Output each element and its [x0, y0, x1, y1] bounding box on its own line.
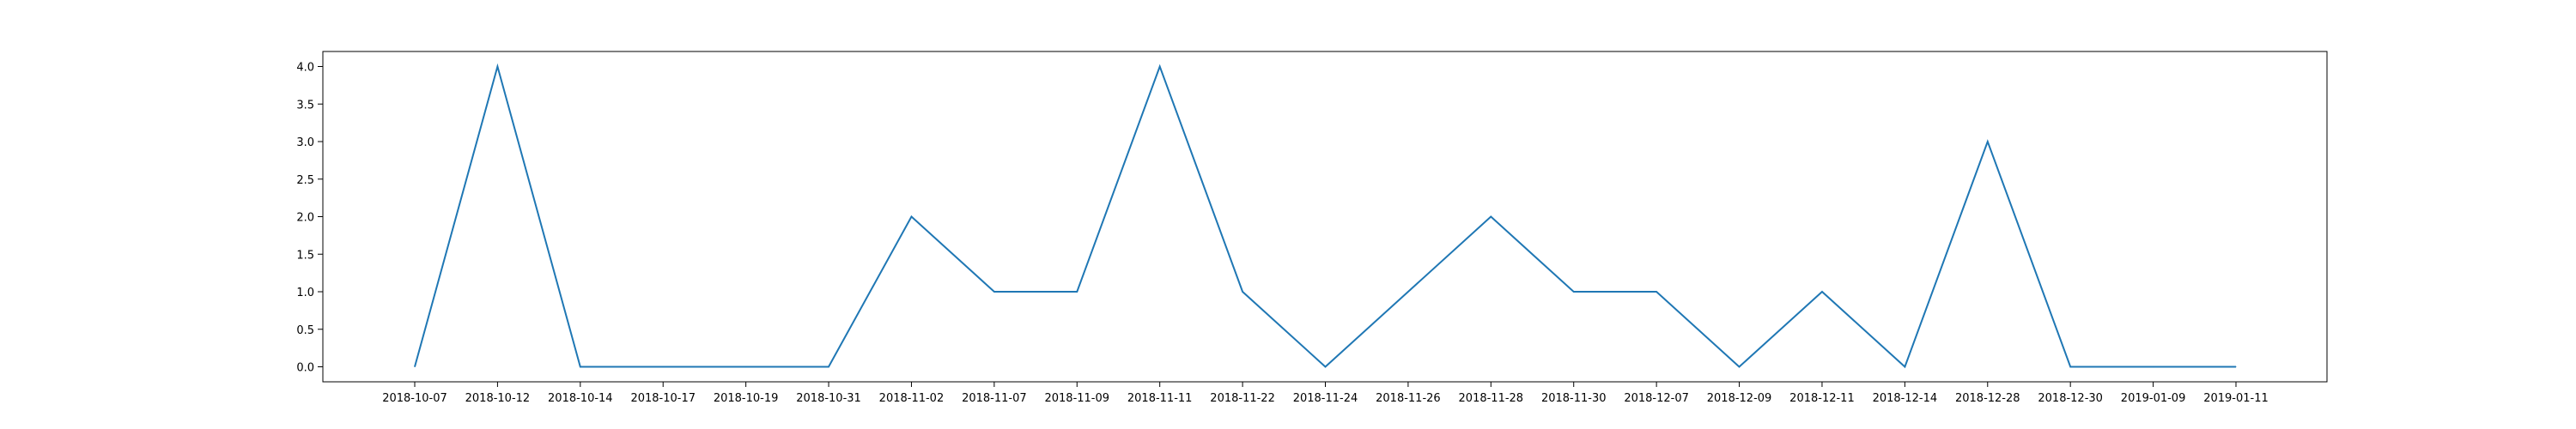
- x-tick-label: 2018-10-12: [465, 392, 531, 405]
- data-point: [1656, 291, 1657, 293]
- data-point: [745, 366, 747, 367]
- x-tick-label: 2018-10-14: [548, 392, 613, 405]
- y-tick-label: 3.0: [296, 136, 314, 149]
- x-tick-label: 2018-11-07: [962, 392, 1027, 405]
- x-tick-label: 2018-12-14: [1873, 392, 1938, 405]
- data-point: [2069, 366, 2071, 367]
- data-point: [1739, 366, 1741, 367]
- x-tick-label: 2018-12-07: [1624, 392, 1689, 405]
- data-point: [1325, 366, 1326, 367]
- x-tick-label: 2018-12-09: [1707, 392, 1772, 405]
- data-point: [1159, 66, 1161, 67]
- data-point: [1490, 216, 1492, 217]
- data-point: [496, 66, 498, 67]
- data-point: [1076, 291, 1078, 293]
- data-point: [2235, 366, 2237, 367]
- y-tick-label: 3.5: [296, 99, 314, 112]
- y-tick-label: 1.0: [296, 287, 314, 299]
- series-layer: [414, 63, 2237, 369]
- data-point: [1407, 291, 1409, 293]
- y-tick-label: 1.5: [296, 249, 314, 262]
- y-tick-label: 0.0: [296, 362, 314, 375]
- x-tick-label: 2018-10-31: [796, 392, 861, 405]
- x-tick-label: 2018-11-09: [1044, 392, 1109, 405]
- y-tick-label: 0.5: [296, 324, 314, 337]
- x-tick-label: 2018-10-19: [714, 392, 779, 405]
- data-point: [1573, 291, 1575, 293]
- data-point: [1821, 291, 1823, 293]
- data-point: [2153, 366, 2154, 367]
- data-point: [1242, 291, 1243, 293]
- x-tick-label: 2018-10-17: [630, 392, 696, 405]
- data-point: [910, 216, 912, 217]
- data-point: [662, 366, 664, 367]
- x-tick-label: 2019-01-11: [2203, 392, 2269, 405]
- x-tick-label: 2018-11-02: [879, 392, 945, 405]
- y-tick-label: 2.5: [296, 174, 314, 187]
- x-tick-label: 2018-12-28: [1955, 392, 2020, 405]
- x-tick-label: 2018-11-22: [1210, 392, 1275, 405]
- x-tick-label: 2018-12-11: [1789, 392, 1855, 405]
- y-tick-label: 4.0: [296, 62, 314, 75]
- ticks-layer: 0.0 0.5 1.0 1.5 2.0 2.5 3.0 3.5 4.0 2018-10-07 201…: [296, 62, 2268, 406]
- data-point: [414, 366, 416, 367]
- x-tick-label: 2018-11-26: [1376, 392, 1441, 405]
- x-tick-label: 2018-11-30: [1541, 392, 1607, 405]
- data-point: [993, 291, 995, 293]
- x-tick-label: 2018-11-28: [1459, 392, 1524, 405]
- x-tick-label: 2019-01-09: [2121, 392, 2186, 405]
- x-tick-label: 2018-11-11: [1127, 392, 1193, 405]
- plot-frame: [322, 51, 2328, 383]
- x-tick-label: 2018-11-24: [1293, 392, 1358, 405]
- x-tick-label: 2018-10-07: [382, 392, 447, 405]
- x-tick-label: 2018-12-30: [2038, 392, 2103, 405]
- series-line-0: [414, 63, 2236, 369]
- y-tick-label: 2.0: [296, 212, 314, 225]
